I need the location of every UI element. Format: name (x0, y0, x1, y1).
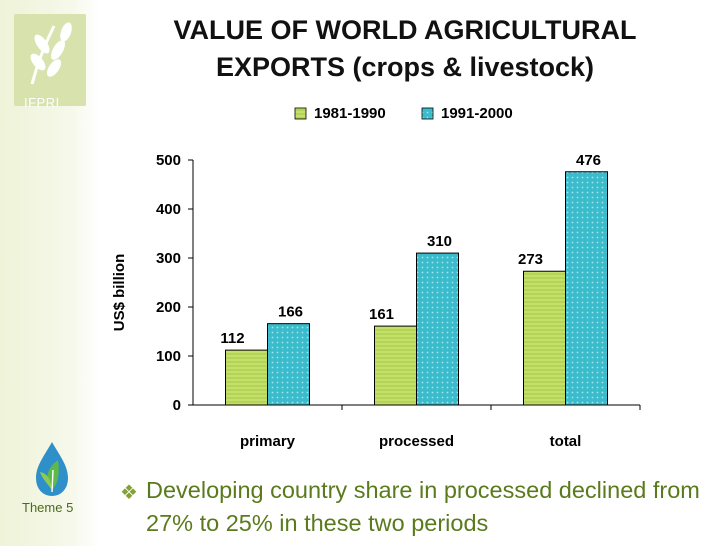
data-label: 476 (576, 152, 601, 169)
legend-label: 1991-2000 (441, 105, 513, 122)
bar-1991-2000-primary (267, 323, 310, 406)
data-label: 112 (220, 330, 244, 347)
data-label: 166 (278, 304, 303, 321)
bar-1981-1990-total (523, 270, 566, 406)
bullet-text: Developing country share in processed de… (146, 477, 700, 536)
slide-title: VALUE OF WORLD AGRICULTURAL EXPORTS (cro… (173, 15, 637, 82)
y-tick-label: 400 (156, 201, 181, 218)
diamond-bullet-icon: ❖ (120, 482, 138, 504)
legend-label: 1981-1990 (314, 105, 386, 122)
y-axis-label: US$ billion (111, 254, 128, 332)
y-tick-label: 300 (156, 250, 181, 267)
bar-1991-2000-total (565, 171, 608, 406)
legend-swatch (421, 107, 434, 120)
data-label: 310 (427, 233, 452, 250)
org-label: IFPRI (24, 95, 60, 110)
x-tick-label: processed (379, 433, 454, 450)
ifpri-logo (14, 14, 86, 106)
y-tick-label: 100 (156, 348, 181, 365)
bar-1981-1990-primary (225, 349, 268, 406)
legend-swatch (294, 107, 307, 120)
data-label: 273 (518, 251, 543, 268)
y-tick-label: 200 (156, 299, 181, 316)
wheat-icon (30, 22, 72, 85)
y-tick-label: 0 (173, 397, 181, 414)
sidebar-panel: IFPRI Theme 5 (0, 0, 100, 546)
x-tick-label: total (550, 433, 582, 450)
y-tick-label: 500 (156, 152, 181, 169)
bar-1981-1990-processed (374, 325, 417, 406)
water-drop-leaf-icon (36, 442, 68, 496)
data-label: 161 (369, 306, 394, 323)
theme-label: Theme 5 (22, 500, 74, 515)
bar-1991-2000-processed (416, 252, 459, 406)
x-tick-label: primary (240, 433, 296, 450)
